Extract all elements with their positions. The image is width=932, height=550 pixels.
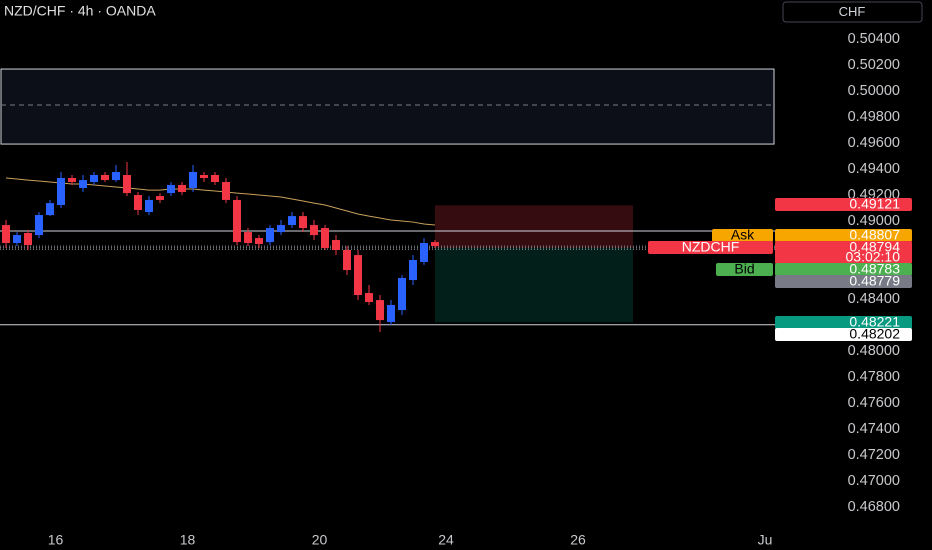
candle-body: [287, 216, 296, 226]
price-label-name: Bid: [734, 261, 754, 277]
candle-body: [188, 172, 197, 188]
x-tick-label: 24: [438, 532, 454, 548]
candle-body: [342, 250, 351, 271]
x-tick-label: 18: [180, 532, 196, 548]
stop-zone: [434, 205, 633, 248]
y-tick-label: 0.49600: [848, 135, 900, 151]
y-tick-label: 0.47400: [848, 421, 900, 437]
y-tick-label: 0.49000: [848, 213, 900, 229]
candle-body: [397, 277, 406, 311]
candle-body: [221, 182, 230, 200]
candle-body: [177, 185, 186, 193]
y-tick-label: 0.47000: [848, 473, 900, 489]
candle-body: [34, 215, 43, 236]
candle-body: [375, 300, 384, 321]
candle-body: [23, 232, 32, 246]
price-label-name: NZDCHF: [682, 239, 740, 255]
candle-body: [364, 293, 373, 303]
candle-body: [199, 174, 208, 178]
candle-body: [12, 235, 21, 243]
candle-body: [232, 199, 241, 243]
candle-body: [78, 180, 87, 188]
candle-body: [276, 225, 285, 233]
y-tick-label: 0.49800: [848, 109, 900, 125]
candle-body: [408, 260, 417, 281]
zone: [0, 68, 775, 145]
price-label-name-box: [716, 263, 773, 276]
candle-body: [100, 174, 109, 181]
price-label-box: [775, 328, 912, 341]
moving-average: [5, 177, 436, 226]
price-label-box: [775, 229, 912, 242]
y-tick-label: 0.50400: [848, 31, 900, 47]
x-tick-label: 20: [312, 532, 328, 548]
currency-button[interactable]: CHF: [782, 1, 923, 23]
x-tick-label: 16: [48, 532, 64, 548]
y-tick-label: 0.47600: [848, 395, 900, 411]
candle-body: [386, 305, 395, 323]
candle-body: [1, 225, 10, 243]
candle-body: [144, 199, 153, 213]
candle-body: [419, 242, 428, 262]
price-label-box: [775, 198, 912, 211]
candle-body: [331, 240, 340, 251]
price-label-box: [775, 316, 912, 329]
candle-body: [298, 216, 307, 229]
price-label-name: Ask: [731, 227, 755, 243]
candle-body: [56, 177, 65, 206]
candle-body: [210, 174, 219, 183]
candle-body: [353, 255, 362, 295]
candle-body: [133, 195, 142, 210]
price-label-value: 0.48202: [849, 326, 900, 342]
symbol-title: NZD/CHF · 4h · OANDA: [4, 3, 156, 19]
x-tick-label: Ju: [758, 532, 773, 548]
price-label-box: [775, 263, 912, 276]
candle-body: [122, 174, 131, 194]
countdown: 03:02:10: [846, 249, 901, 265]
candle-body: [166, 185, 175, 194]
candle-body: [320, 228, 329, 249]
price-label-name-box: [712, 229, 773, 242]
price-label-value: 0.48783: [849, 261, 900, 277]
y-tick-label: 0.47200: [848, 447, 900, 463]
price-label-value: 0.48221: [849, 314, 900, 330]
candle-body: [67, 177, 76, 183]
y-tick-label: 0.47800: [848, 369, 900, 385]
y-tick-label: 0.48400: [848, 291, 900, 307]
candle-body: [111, 172, 120, 181]
currency-button-frame[interactable]: [782, 1, 923, 23]
candle-body: [243, 232, 252, 243]
candle-body: [155, 196, 164, 200]
candle-body: [309, 225, 318, 236]
currency-button-label[interactable]: CHF: [839, 4, 866, 19]
candle-body: [265, 228, 274, 243]
y-tick-label: 0.46800: [848, 499, 900, 515]
y-tick-label: 0.49400: [848, 161, 900, 177]
price-label-value: 0.49121: [849, 196, 900, 212]
candle-body: [254, 238, 263, 245]
plot-area: [0, 68, 775, 333]
price-label-name-box: [648, 241, 773, 254]
price-label-box: [775, 275, 912, 288]
candle-body: [89, 174, 98, 183]
x-tick-label: 26: [570, 532, 586, 548]
price-label-value: 0.48807: [849, 227, 900, 243]
price-label-value: 0.48794: [849, 239, 900, 255]
y-tick-label: 0.48000: [848, 343, 900, 359]
y-tick-label: 0.50200: [848, 57, 900, 73]
candle-body: [45, 203, 54, 216]
price-label-value: 0.48779: [849, 273, 900, 289]
candle-body: [430, 242, 439, 246]
price-label-box: [775, 241, 912, 264]
target-zone: [434, 247, 633, 323]
y-tick-label: 0.50000: [848, 83, 900, 99]
